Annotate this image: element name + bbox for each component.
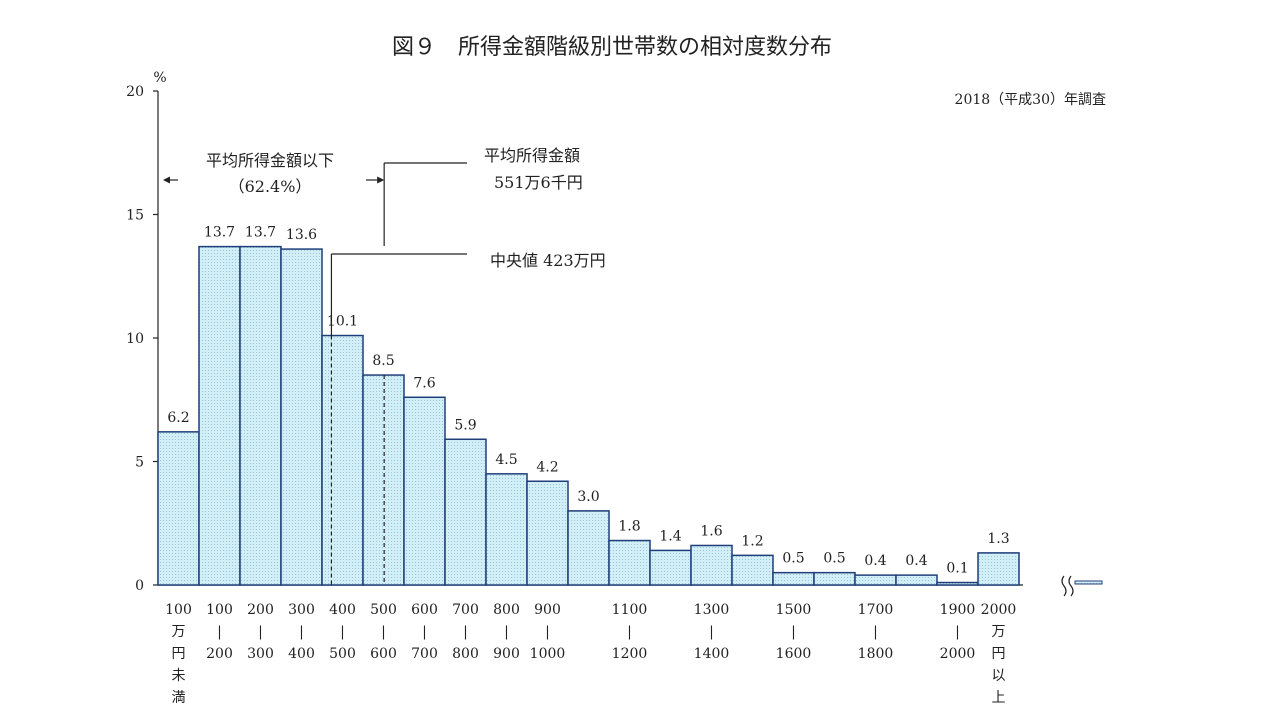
value-label: 6.2 <box>167 410 189 426</box>
x-tick-label: 100 | 200 <box>206 602 233 662</box>
value-label: 10.1 <box>327 314 358 330</box>
x-tick-label: 1100 | 1200 <box>612 602 648 662</box>
mean-value: 551万6千円 <box>494 173 583 192</box>
value-label: 1.6 <box>700 523 722 539</box>
bar <box>567 510 610 586</box>
value-labels: 6.2 13.7 13.7 13.6 10.1 8.5 7.6 5.9 4.5 4.2 3.0 1.8… <box>167 225 1009 577</box>
chart-subtitle: 2018（平成30）年調査 <box>955 92 1106 108</box>
value-label: 0.5 <box>823 551 845 567</box>
bar <box>649 549 692 586</box>
x-tick-label: 300 | 400 <box>288 602 315 662</box>
x-tick-label: 1500 | 1600 <box>776 602 812 662</box>
y-tick-label: 5 <box>135 455 144 471</box>
chart-title: 図９ 所得金額階級別世帯数の相対度数分布 <box>392 35 832 60</box>
value-label: 5.9 <box>454 417 476 433</box>
below-mean-left-arrow <box>163 176 178 184</box>
x-tick-label: 1700 | 1800 <box>858 602 894 662</box>
y-tick-label: 20 <box>126 84 144 100</box>
bar <box>198 245 241 586</box>
bar <box>936 581 979 586</box>
x-tick-label: 700 | 800 <box>452 602 479 662</box>
value-label: 13.7 <box>245 225 276 241</box>
bar <box>731 554 774 586</box>
bar <box>157 431 200 586</box>
bar <box>526 480 569 586</box>
bar <box>895 574 938 586</box>
bar <box>485 473 528 586</box>
value-label: 13.7 <box>204 225 235 241</box>
y-tick-label: 0 <box>135 578 144 594</box>
below-mean-label: 平均所得金額以下 <box>206 151 334 170</box>
x-tick-label: 800 | 900 <box>493 602 520 662</box>
bar <box>608 539 651 586</box>
bar <box>321 334 364 586</box>
value-label: 1.2 <box>741 533 763 549</box>
bar <box>813 571 856 586</box>
value-label: 0.4 <box>864 553 886 569</box>
value-label: 13.6 <box>286 227 317 243</box>
bar <box>854 574 897 586</box>
bars <box>157 245 1020 586</box>
value-label: 1.3 <box>987 531 1009 547</box>
bar <box>444 438 487 586</box>
bar <box>403 396 446 586</box>
value-label: 0.5 <box>782 551 804 567</box>
value-label: 0.4 <box>905 553 927 569</box>
bar <box>362 374 405 586</box>
x-tick-label: 500 | 600 <box>370 602 397 662</box>
x-tick-label: 2000 万円以上 <box>981 602 1017 706</box>
x-tick-label: 400 | 500 <box>329 602 356 662</box>
value-label: 1.4 <box>659 528 681 544</box>
value-label: 4.2 <box>536 459 558 475</box>
bar <box>772 571 815 586</box>
x-tick-label: 600 | 700 <box>411 602 438 662</box>
below-mean-share: （62.4%） <box>229 177 312 196</box>
bar <box>239 245 282 586</box>
value-label: 1.8 <box>618 519 640 535</box>
x-tick-label: 900 | 1000 <box>530 602 566 662</box>
value-label: 7.6 <box>413 375 435 391</box>
x-tick-label: 1300 | 1400 <box>694 602 730 662</box>
value-label: 4.5 <box>495 452 517 468</box>
y-unit-label: % <box>153 70 166 86</box>
value-label: 8.5 <box>372 353 394 369</box>
x-tick-label: 100 万円未満 <box>165 602 192 706</box>
x-tick-label: 1900 | 2000 <box>940 602 976 662</box>
below-mean-right-arrow <box>366 176 385 184</box>
bar <box>977 552 1020 586</box>
x-tick-labels: 100 万円未満 100 | 200 200 | 300 300 | 400 400 | 500 500 | 6… <box>165 602 1016 706</box>
median-label: 中央値 423万円 <box>490 251 606 270</box>
bar <box>690 544 733 586</box>
bar <box>280 248 323 586</box>
annotations: 平均所得金額以下 （62.4%） 平均所得金額 551万6千円 中央値 423万… <box>163 146 606 585</box>
value-label: 3.0 <box>577 489 599 505</box>
value-label: 0.1 <box>946 561 968 577</box>
y-tick-label: 10 <box>126 331 144 347</box>
x-tick-label: 200 | 300 <box>247 602 274 662</box>
y-tick-label: 15 <box>126 208 144 224</box>
axis-break-marker <box>1061 575 1103 597</box>
mean-label: 平均所得金額 <box>484 146 580 165</box>
